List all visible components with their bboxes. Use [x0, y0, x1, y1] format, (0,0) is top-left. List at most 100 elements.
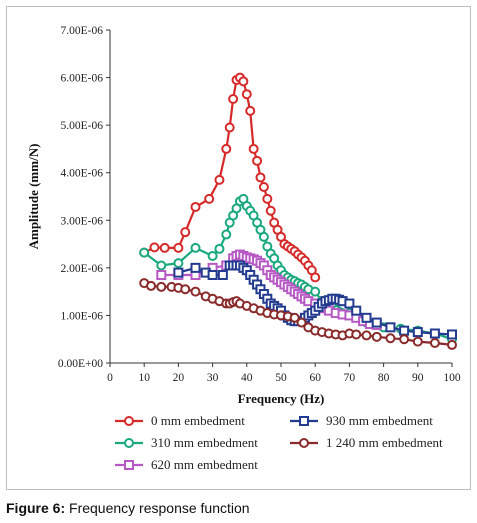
data-point	[156, 260, 167, 271]
x-tick-label: 40	[241, 372, 253, 384]
data-point	[412, 327, 423, 338]
data-point	[262, 193, 273, 204]
x-tick-label: 70	[344, 372, 356, 384]
data-point	[258, 181, 269, 192]
data-point	[351, 329, 362, 340]
data-point	[429, 338, 440, 349]
legend-label: 0 mm embedment	[151, 413, 245, 428]
data-point	[361, 312, 372, 323]
caption-label: Figure 6:	[6, 500, 66, 516]
x-tick-label: 0	[107, 372, 113, 384]
y-tick-label: 4.00E-06	[61, 168, 104, 180]
data-point	[258, 231, 269, 242]
y-tick-label: 0.00E+00	[58, 358, 103, 370]
data-point	[289, 312, 300, 323]
x-tick-label: 90	[412, 372, 424, 384]
legend-label: 310 mm embedment	[151, 435, 258, 450]
data-point	[146, 280, 157, 291]
data-point	[447, 329, 457, 340]
data-point	[399, 325, 410, 336]
caption-text: Frequency response function	[65, 500, 250, 516]
data-point	[180, 227, 191, 238]
data-point	[385, 322, 396, 333]
y-tick-label: 2.00E-06	[61, 263, 104, 275]
data-point	[139, 247, 150, 258]
x-tick-label: 100	[443, 372, 461, 384]
x-axis-label: Frequency (Hz)	[238, 391, 325, 406]
data-point	[255, 172, 266, 183]
legend-marker	[299, 416, 309, 426]
data-point	[224, 122, 235, 133]
data-point	[214, 174, 225, 185]
legend-label: 620 mm embedment	[151, 457, 258, 472]
data-point	[241, 89, 252, 100]
data-point	[361, 330, 372, 341]
legend-label: 1 240 mm embedment	[326, 435, 443, 450]
data-point	[447, 339, 457, 350]
x-tick-label: 50	[275, 372, 287, 384]
data-point	[371, 317, 382, 328]
legend-marker	[124, 416, 134, 426]
figure-frame	[6, 6, 471, 490]
data-point	[310, 272, 321, 283]
data-point	[412, 336, 423, 347]
legend-marker	[124, 438, 134, 448]
data-point	[344, 298, 355, 309]
series-4	[173, 260, 457, 340]
x-tick-label: 60	[309, 372, 321, 384]
y-tick-label: 3.00E-06	[61, 215, 104, 227]
x-tick-label: 80	[378, 372, 390, 384]
legend-entry: 1 240 mm embedment	[290, 435, 443, 450]
legend-entry: 930 mm embedment	[290, 413, 433, 428]
series-3	[156, 249, 382, 330]
frequency-response-chart: 0.00E+00 1.00E-06 2.00E-06 3.00E-06 4.00E-06…	[26, 25, 461, 472]
data-point	[371, 331, 382, 342]
data-point	[173, 267, 184, 278]
data-point	[190, 286, 201, 297]
data-point	[265, 205, 276, 216]
data-point	[149, 242, 160, 253]
y-tick-label: 5.00E-06	[61, 120, 104, 132]
data-point	[156, 281, 167, 292]
x-tick-label: 10	[138, 372, 150, 384]
legend-entry: 0 mm embedment	[115, 413, 245, 428]
legend-marker	[299, 438, 309, 448]
data-point	[207, 269, 218, 280]
data-point	[190, 201, 201, 212]
legend-marker	[124, 460, 134, 470]
data-point	[217, 269, 228, 280]
y-tick-label: 6.00E-06	[61, 73, 104, 85]
series-1	[139, 72, 321, 283]
data-point	[385, 333, 396, 344]
series-5	[139, 278, 457, 350]
x-tick-label: 30	[207, 372, 219, 384]
legend-entry: 620 mm embedment	[115, 457, 258, 472]
data-point	[221, 143, 232, 154]
data-point	[207, 250, 218, 261]
data-point	[190, 262, 201, 273]
data-point	[399, 334, 410, 345]
data-point	[296, 317, 307, 328]
data-point	[248, 143, 259, 154]
data-point	[173, 242, 184, 253]
data-point	[228, 93, 239, 104]
data-point	[245, 105, 256, 116]
legend-label: 930 mm embedment	[326, 413, 433, 428]
y-axis-label: Amplitude (mm/N)	[26, 144, 41, 250]
y-tick-label: 1.00E-06	[61, 310, 104, 322]
data-point	[190, 242, 201, 253]
data-point	[180, 284, 191, 295]
data-point	[159, 242, 170, 253]
y-tick-label: 7.00E-06	[61, 25, 104, 37]
data-point	[204, 193, 215, 204]
data-point	[221, 229, 232, 240]
data-point	[173, 258, 184, 269]
data-point	[310, 286, 321, 297]
data-point	[238, 76, 249, 87]
data-point	[351, 305, 362, 316]
x-tick-label: 20	[173, 372, 185, 384]
figure-caption: Figure 6: Frequency response function	[6, 500, 250, 516]
data-point	[214, 243, 225, 254]
data-point	[156, 269, 167, 280]
data-point	[429, 328, 440, 339]
